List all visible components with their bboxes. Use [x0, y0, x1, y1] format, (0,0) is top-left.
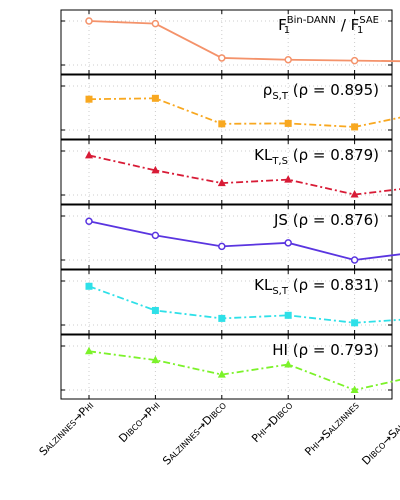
data-point — [284, 311, 292, 319]
series-line — [88, 20, 400, 63]
data-point — [284, 119, 292, 127]
panel-frame — [60, 269, 393, 335]
data-point — [151, 231, 160, 240]
x-tick-label: Dibco→Phi — [116, 399, 162, 445]
data-point — [85, 217, 93, 226]
panel-4: JS (ρ = 0.876) — [60, 204, 400, 270]
panel-frame — [60, 9, 393, 75]
data-point — [351, 319, 359, 327]
data-point — [85, 150, 93, 159]
data-point — [217, 370, 226, 378]
data-point — [151, 306, 159, 314]
panel-title: KLT,S (ρ = 0.879) — [254, 146, 379, 167]
x-tick-label: Phi→Dibco — [249, 399, 295, 445]
panel-frame — [60, 139, 393, 205]
panel-3: KLT,S (ρ = 0.879) — [60, 139, 400, 205]
panel-6: HI (ρ = 0.793) — [60, 334, 400, 400]
x-tick-label: Salzinnes→Phi — [37, 399, 96, 458]
data-point — [284, 175, 293, 183]
data-point — [85, 95, 93, 103]
panel-frame — [60, 74, 393, 140]
data-point — [351, 123, 359, 131]
data-point — [218, 242, 226, 251]
data-point — [218, 54, 226, 62]
series-line — [88, 154, 400, 196]
panel-frame — [60, 204, 393, 270]
panel-title: HI (ρ = 0.793) — [272, 341, 379, 359]
data-point — [284, 55, 292, 64]
panel-title: FBin-DANN 1 / FSAE 1 — [278, 15, 379, 36]
data-point — [85, 17, 93, 25]
x-tick-label: Salzinnes→Dibco — [160, 399, 229, 468]
panel-title: ρS,T (ρ = 0.895) — [263, 81, 379, 102]
data-point — [350, 56, 359, 65]
data-point — [85, 346, 93, 355]
series-line — [88, 97, 400, 128]
data-point — [284, 239, 292, 247]
panel-1: FBin-DANN 1 / FSAE 1 — [60, 9, 400, 75]
data-point — [218, 314, 226, 322]
panel-title: JS (ρ = 0.876) — [273, 211, 379, 229]
data-point — [151, 94, 159, 102]
data-point — [350, 385, 359, 393]
x-tick-label: Dibco→Salzinnes — [359, 399, 400, 468]
data-point — [151, 355, 160, 364]
series-line — [88, 285, 400, 324]
panel-2: ρS,T (ρ = 0.895) — [60, 74, 400, 140]
data-point — [350, 190, 359, 198]
x-tick-label: Phi→Salzinnes — [302, 399, 361, 458]
data-point — [217, 178, 226, 187]
panel-5: KLS,T (ρ = 0.831) — [60, 269, 400, 335]
panel-frame — [60, 334, 393, 400]
data-point — [218, 120, 226, 128]
data-point — [350, 256, 359, 264]
data-point — [151, 19, 160, 28]
series-line — [88, 220, 400, 261]
series-line — [88, 350, 400, 391]
panel-title: KLS,T (ρ = 0.831) — [254, 276, 379, 297]
data-point — [151, 165, 160, 174]
data-point — [85, 282, 93, 290]
data-point — [284, 359, 293, 368]
